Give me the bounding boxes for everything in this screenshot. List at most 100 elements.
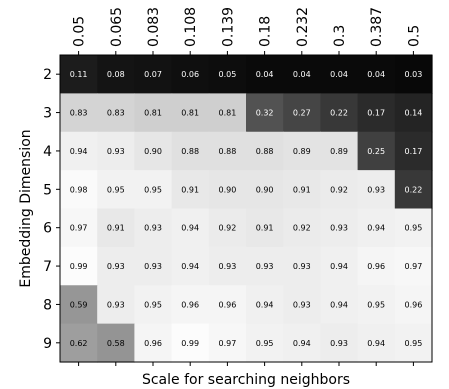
y-tick-label: 8 bbox=[43, 297, 52, 313]
heatmap-cell bbox=[394, 93, 433, 133]
x-tick-label: 0.18 bbox=[258, 16, 274, 47]
cell-value-label: 0.03 bbox=[404, 70, 422, 79]
cell-value-label: 0.99 bbox=[70, 262, 88, 271]
cell-value-label: 0.32 bbox=[256, 109, 274, 118]
cell-value-label: 0.96 bbox=[181, 300, 199, 309]
heatmap-cell bbox=[246, 208, 284, 248]
cell-value-label: 0.88 bbox=[181, 147, 199, 156]
cell-value-label: 0.81 bbox=[218, 109, 236, 118]
y-tick-label: 7 bbox=[43, 259, 52, 275]
cell-value-label: 0.93 bbox=[107, 300, 125, 309]
heatmap-cell bbox=[134, 170, 173, 210]
x-tick-label: 0.139 bbox=[220, 7, 236, 47]
cell-value-label: 0.96 bbox=[144, 339, 162, 348]
heatmap-cell bbox=[60, 208, 98, 248]
heatmap-cell bbox=[60, 93, 98, 133]
x-axis-ticks: 0.05 0.065 0.083 0.108 0.139 0.18 0.232 0.3 0.38… bbox=[72, 7, 422, 366]
cell-value-label: 0.58 bbox=[107, 339, 125, 348]
cell-value-label: 0.94 bbox=[70, 147, 88, 156]
heatmap-cell bbox=[246, 55, 284, 94]
cell-value-label: 0.81 bbox=[144, 109, 162, 118]
heatmap-cell bbox=[208, 170, 247, 210]
heatmap-cell bbox=[97, 93, 135, 133]
plot-frame bbox=[59, 54, 433, 363]
heatmap-cells bbox=[60, 55, 433, 363]
cell-value-label: 0.88 bbox=[256, 147, 274, 156]
heatmap-cell bbox=[357, 131, 396, 171]
cell-value-label: 0.22 bbox=[330, 109, 348, 118]
heatmap-cell bbox=[320, 131, 359, 171]
heatmap-cell bbox=[60, 131, 98, 171]
cell-value-label: 0.98 bbox=[70, 185, 88, 194]
heatmap-cell bbox=[357, 246, 396, 286]
heatmap-cell bbox=[357, 55, 396, 94]
heatmap-cell bbox=[171, 246, 210, 286]
cell-value-label: 0.93 bbox=[218, 262, 236, 271]
x-tick-label: 0.083 bbox=[146, 7, 162, 47]
x-tick-label: 0.3 bbox=[332, 25, 348, 47]
heatmap-cell bbox=[208, 93, 247, 133]
cell-value-label: 0.91 bbox=[256, 224, 274, 233]
heatmap-cell bbox=[208, 55, 247, 94]
heatmap-cell bbox=[283, 55, 321, 94]
heatmap-cell bbox=[246, 93, 284, 133]
cell-value-label: 0.92 bbox=[293, 224, 311, 233]
x-tick-label: 0.232 bbox=[295, 7, 311, 47]
heatmap-cell bbox=[246, 323, 284, 363]
heatmap-cell bbox=[134, 131, 173, 171]
cell-value-label: 0.93 bbox=[144, 262, 162, 271]
cell-value-label: 0.96 bbox=[367, 262, 385, 271]
heatmap-cell bbox=[97, 55, 135, 94]
heatmap-cell bbox=[134, 246, 173, 286]
heatmap-cell bbox=[283, 131, 321, 171]
cell-value-label: 0.04 bbox=[367, 70, 385, 79]
x-tick-label: 0.108 bbox=[183, 7, 199, 47]
cell-value-label: 0.91 bbox=[293, 185, 311, 194]
x-tick-label: 0.387 bbox=[369, 7, 385, 47]
cell-value-label: 0.07 bbox=[144, 70, 162, 79]
heatmap-cell bbox=[394, 55, 433, 94]
x-axis-label: Scale for searching neighbors bbox=[142, 372, 350, 388]
heatmap-cell bbox=[283, 285, 321, 325]
cell-value-label: 0.88 bbox=[218, 147, 236, 156]
heatmap-cell bbox=[208, 131, 247, 171]
heatmap-cell bbox=[320, 285, 359, 325]
cell-value-label: 0.94 bbox=[293, 339, 311, 348]
cell-value-label: 0.59 bbox=[70, 300, 88, 309]
heatmap-cell bbox=[283, 170, 321, 210]
cell-value-label: 0.92 bbox=[330, 185, 348, 194]
heatmap-cell bbox=[134, 93, 173, 133]
cell-value-label: 0.93 bbox=[107, 147, 125, 156]
cell-value-label: 0.94 bbox=[330, 262, 348, 271]
cell-value-label: 0.89 bbox=[330, 147, 348, 156]
heatmap-cell bbox=[208, 323, 247, 363]
cell-value-label: 0.95 bbox=[107, 185, 125, 194]
heatmap-cell bbox=[208, 285, 247, 325]
heatmap-cell bbox=[171, 93, 210, 133]
heatmap-cell bbox=[246, 246, 284, 286]
cell-value-label: 0.92 bbox=[218, 224, 236, 233]
cell-value-label: 0.08 bbox=[107, 70, 125, 79]
heatmap-cell bbox=[97, 323, 135, 363]
cell-value-label: 0.93 bbox=[107, 262, 125, 271]
cell-value-label: 0.62 bbox=[70, 339, 88, 348]
heatmap-cell bbox=[394, 246, 433, 286]
heatmap-cell bbox=[171, 285, 210, 325]
heatmap-cell bbox=[97, 246, 135, 286]
cell-value-label: 0.94 bbox=[181, 224, 199, 233]
cell-value-label: 0.25 bbox=[367, 147, 385, 156]
cell-value-label: 0.95 bbox=[144, 185, 162, 194]
cell-value-label: 0.94 bbox=[367, 224, 385, 233]
heatmap-cell bbox=[246, 285, 284, 325]
cell-value-label: 0.06 bbox=[181, 70, 199, 79]
y-tick-label: 5 bbox=[43, 182, 52, 198]
y-tick-label: 3 bbox=[43, 106, 52, 122]
cell-value-label: 0.22 bbox=[404, 185, 422, 194]
cell-value-label: 0.94 bbox=[330, 300, 348, 309]
cell-value-label: 0.96 bbox=[404, 300, 422, 309]
cell-value-label: 0.97 bbox=[218, 339, 236, 348]
heatmap-cell bbox=[97, 170, 135, 210]
heatmap-cell bbox=[60, 323, 98, 363]
cell-value-label: 0.93 bbox=[256, 262, 274, 271]
cell-value-label: 0.90 bbox=[256, 185, 274, 194]
